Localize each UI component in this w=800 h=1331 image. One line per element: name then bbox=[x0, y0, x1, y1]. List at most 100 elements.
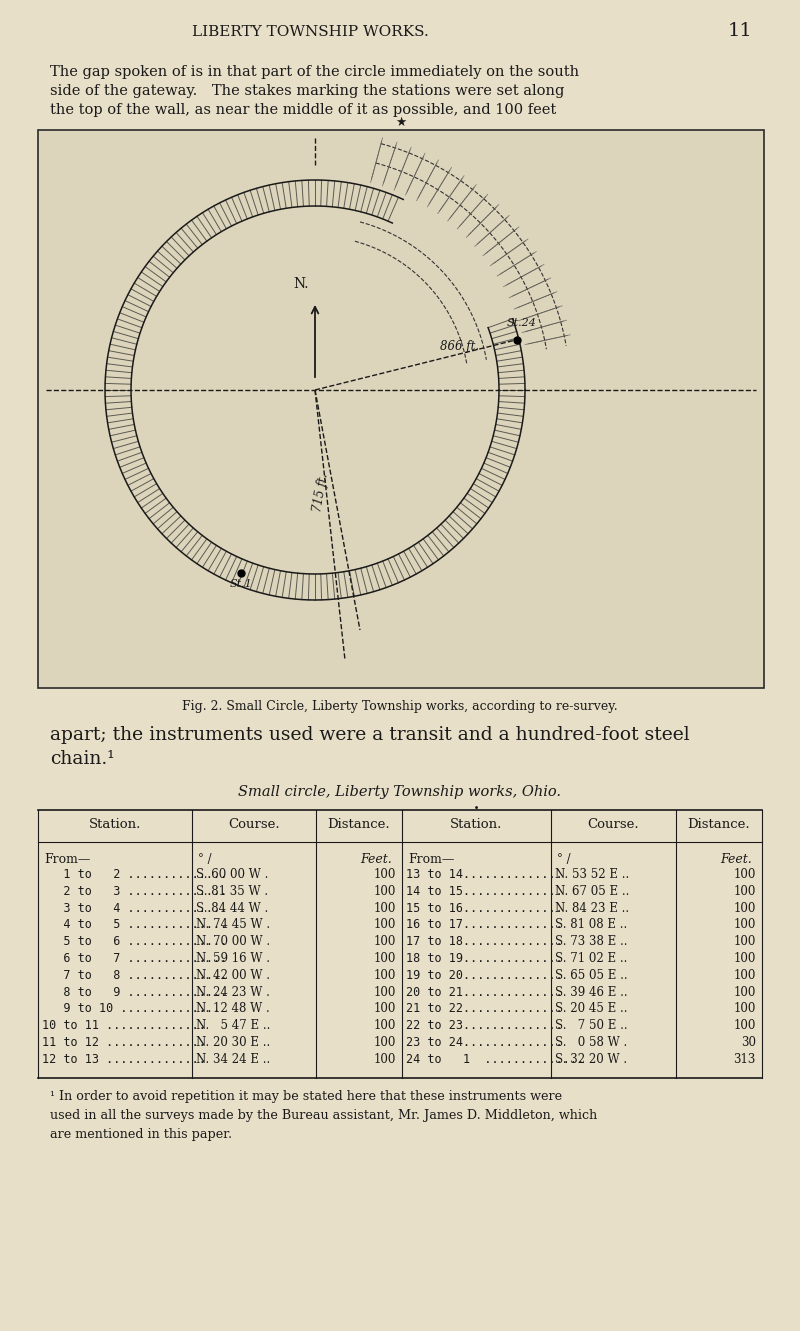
Text: St.1: St.1 bbox=[230, 579, 252, 588]
Text: 100: 100 bbox=[734, 901, 756, 914]
Text: Course.: Course. bbox=[228, 819, 280, 831]
Text: S. 81 08 E ..: S. 81 08 E .. bbox=[555, 918, 627, 932]
Text: 11 to 12 ..............: 11 to 12 .............. bbox=[42, 1036, 206, 1049]
Text: 14 to 15..............: 14 to 15.............. bbox=[406, 885, 562, 898]
Text: N. 74 45 W .: N. 74 45 W . bbox=[196, 918, 270, 932]
Text: 100: 100 bbox=[734, 1002, 756, 1016]
Text: the top of the wall, as near the middle of it as possible, and 100 feet: the top of the wall, as near the middle … bbox=[50, 102, 556, 117]
Text: 1 to   2 ..............: 1 to 2 .............. bbox=[42, 868, 227, 881]
Text: N. 59 16 W .: N. 59 16 W . bbox=[196, 952, 270, 965]
Text: apart; the instruments used were a transit and a hundred-foot steel: apart; the instruments used were a trans… bbox=[50, 725, 690, 744]
Text: 16 to 17..............: 16 to 17.............. bbox=[406, 918, 562, 932]
Text: LIBERTY TOWNSHIP WORKS.: LIBERTY TOWNSHIP WORKS. bbox=[192, 25, 428, 39]
Bar bbox=[38, 130, 764, 688]
Text: Station.: Station. bbox=[450, 819, 502, 831]
Text: S. 71 02 E ..: S. 71 02 E .. bbox=[555, 952, 627, 965]
Text: ¹ In order to avoid repetition it may be stated here that these instruments were: ¹ In order to avoid repetition it may be… bbox=[50, 1090, 562, 1103]
Text: 9 to 10 ..............: 9 to 10 .............. bbox=[42, 1002, 220, 1016]
Text: 13 to 14..............: 13 to 14.............. bbox=[406, 868, 562, 881]
Text: Distance.: Distance. bbox=[688, 819, 750, 831]
Text: 100: 100 bbox=[374, 1020, 396, 1033]
Text: 100: 100 bbox=[734, 918, 756, 932]
Text: From—: From— bbox=[408, 853, 454, 866]
Text: 12 to 13 ..............: 12 to 13 .............. bbox=[42, 1053, 206, 1066]
Text: 10 to 11 ..............: 10 to 11 .............. bbox=[42, 1020, 206, 1033]
Text: Fig. 2. Small Circle, Liberty Township works, according to re-survey.: Fig. 2. Small Circle, Liberty Township w… bbox=[182, 700, 618, 713]
Text: S. 39 46 E ..: S. 39 46 E .. bbox=[555, 985, 628, 998]
Text: 3 to   4 ..............: 3 to 4 .............. bbox=[42, 901, 227, 914]
Text: 22 to 23..............: 22 to 23.............. bbox=[406, 1020, 562, 1033]
Text: 21 to 22..............: 21 to 22.............. bbox=[406, 1002, 562, 1016]
Text: S. 73 38 E ..: S. 73 38 E .. bbox=[555, 936, 627, 948]
Text: N.: N. bbox=[293, 277, 309, 291]
Text: Station.: Station. bbox=[89, 819, 141, 831]
Text: Feet.: Feet. bbox=[720, 853, 752, 866]
Text: N. 24 23 W .: N. 24 23 W . bbox=[196, 985, 270, 998]
Text: 8 to   9 ..............: 8 to 9 .............. bbox=[42, 985, 227, 998]
Text: 866 ft.: 866 ft. bbox=[440, 339, 479, 353]
Text: 15 to 16..............: 15 to 16.............. bbox=[406, 901, 562, 914]
Text: 100: 100 bbox=[374, 969, 396, 982]
Text: S. 32 20 W .: S. 32 20 W . bbox=[555, 1053, 627, 1066]
Text: chain.¹: chain.¹ bbox=[50, 749, 114, 768]
Text: 100: 100 bbox=[734, 1020, 756, 1033]
Text: 715 ft.: 715 ft. bbox=[311, 473, 331, 512]
Text: 100: 100 bbox=[374, 885, 396, 898]
Text: S. 20 45 E ..: S. 20 45 E .. bbox=[555, 1002, 627, 1016]
Text: N. 42 00 W .: N. 42 00 W . bbox=[196, 969, 270, 982]
Text: 100: 100 bbox=[734, 985, 756, 998]
Text: used in all the surveys made by the Bureau assistant, Mr. James D. Middleton, wh: used in all the surveys made by the Bure… bbox=[50, 1109, 598, 1122]
Text: S. 65 05 E ..: S. 65 05 E .. bbox=[555, 969, 628, 982]
Text: S.   0 58 W .: S. 0 58 W . bbox=[555, 1036, 627, 1049]
Text: 20 to 21..............: 20 to 21.............. bbox=[406, 985, 562, 998]
Text: 100: 100 bbox=[734, 868, 756, 881]
Text: 100: 100 bbox=[374, 868, 396, 881]
Text: Distance.: Distance. bbox=[328, 819, 390, 831]
Text: 18 to 19..............: 18 to 19.............. bbox=[406, 952, 562, 965]
Text: 100: 100 bbox=[374, 901, 396, 914]
Text: N. 70 00 W .: N. 70 00 W . bbox=[196, 936, 270, 948]
Text: N. 20 30 E ..: N. 20 30 E .. bbox=[196, 1036, 270, 1049]
Text: 11: 11 bbox=[728, 23, 752, 40]
Text: 100: 100 bbox=[374, 985, 396, 998]
Text: 100: 100 bbox=[374, 936, 396, 948]
Text: ° /: ° / bbox=[557, 853, 570, 866]
Text: 6 to   7 ..............: 6 to 7 .............. bbox=[42, 952, 227, 965]
Text: S. 81 35 W .: S. 81 35 W . bbox=[196, 885, 268, 898]
Text: 19 to 20..............: 19 to 20.............. bbox=[406, 969, 562, 982]
Text: side of the gateway. The stakes marking the stations were set along: side of the gateway. The stakes marking … bbox=[50, 84, 564, 98]
Text: are mentioned in this paper.: are mentioned in this paper. bbox=[50, 1127, 232, 1141]
Text: ·: · bbox=[473, 799, 479, 820]
Text: N.   5 47 E ..: N. 5 47 E .. bbox=[196, 1020, 270, 1033]
Text: 7 to   8 ..............: 7 to 8 .............. bbox=[42, 969, 227, 982]
Text: 100: 100 bbox=[374, 1036, 396, 1049]
Text: 23 to 24..............: 23 to 24.............. bbox=[406, 1036, 562, 1049]
Text: ° /: ° / bbox=[198, 853, 212, 866]
Text: 2 to   3 ..............: 2 to 3 .............. bbox=[42, 885, 227, 898]
Text: Course.: Course. bbox=[587, 819, 639, 831]
Text: 100: 100 bbox=[734, 969, 756, 982]
Text: 313: 313 bbox=[734, 1053, 756, 1066]
Text: Feet.: Feet. bbox=[360, 853, 392, 866]
Text: The gap spoken of is in that part of the circle immediately on the south: The gap spoken of is in that part of the… bbox=[50, 65, 579, 79]
Text: N. 12 48 W .: N. 12 48 W . bbox=[196, 1002, 270, 1016]
Text: 100: 100 bbox=[734, 936, 756, 948]
Text: N. 84 23 E ..: N. 84 23 E .. bbox=[555, 901, 629, 914]
Text: 17 to 18..............: 17 to 18.............. bbox=[406, 936, 562, 948]
Text: S. 60 00 W .: S. 60 00 W . bbox=[196, 868, 268, 881]
Text: N. 34 24 E ..: N. 34 24 E .. bbox=[196, 1053, 270, 1066]
Text: 24 to   1  ..............: 24 to 1 .............. bbox=[406, 1053, 584, 1066]
Text: 100: 100 bbox=[374, 918, 396, 932]
Text: Small circle, Liberty Township works, Ohio.: Small circle, Liberty Township works, Oh… bbox=[238, 785, 562, 799]
Text: 100: 100 bbox=[734, 885, 756, 898]
Text: 100: 100 bbox=[374, 1053, 396, 1066]
Text: 100: 100 bbox=[374, 1002, 396, 1016]
Text: S. 84 44 W .: S. 84 44 W . bbox=[196, 901, 268, 914]
Text: From—: From— bbox=[44, 853, 90, 866]
Text: S.   7 50 E ..: S. 7 50 E .. bbox=[555, 1020, 628, 1033]
Text: 4 to   5 ..............: 4 to 5 .............. bbox=[42, 918, 227, 932]
Text: ★: ★ bbox=[395, 116, 406, 129]
Text: 30: 30 bbox=[741, 1036, 756, 1049]
Text: St.24: St.24 bbox=[507, 318, 537, 327]
Text: N. 53 52 E ..: N. 53 52 E .. bbox=[555, 868, 630, 881]
